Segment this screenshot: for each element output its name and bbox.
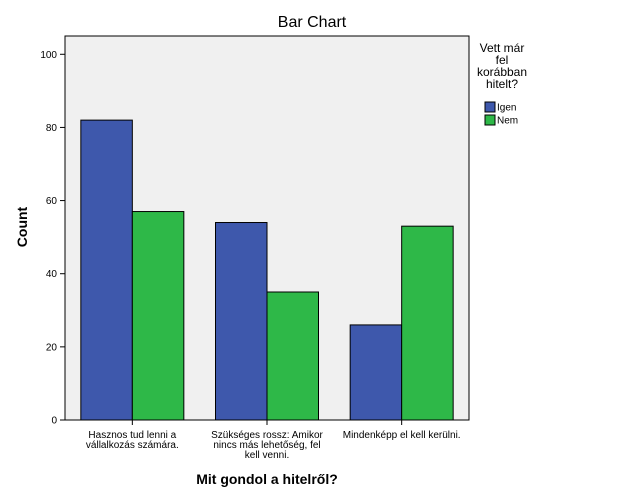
x-category-label: Szükséges rossz: Amikor nincs más lehetős… [211,430,323,461]
y-tick-label: 40 [46,269,58,280]
x-axis: Hasznos tud lenni a vállalkozás számára. S… [86,420,461,461]
bar-nem-2 [266,291,319,421]
y-tick-label: 20 [46,342,58,353]
legend: Vett már fel korábban hitelt? Igen Nem [477,41,527,127]
legend-swatch-nem [484,114,496,126]
legend-label-nem: Nem [497,116,518,127]
bars [80,119,454,421]
legend-swatch-igen [484,101,496,113]
legend-title: Vett már fel korábban hitelt? [477,41,527,91]
bar-igen-2 [215,222,268,421]
y-tick-label: 80 [46,123,58,134]
legend-label-igen: Igen [497,103,516,114]
y-axis-label: Count [14,206,30,247]
y-tick-label: 60 [46,196,58,207]
bar-nem-3 [401,225,454,421]
y-tick-label: 100 [40,50,57,61]
y-axis: 0 20 40 60 80 100 [40,50,65,427]
bar-nem-1 [131,211,185,421]
bar-igen-1 [80,119,133,421]
x-axis-label: Mit gondol a hitelről? [196,471,338,487]
y-tick-label: 0 [51,416,57,427]
x-category-label: Mindenképp el kell kerülni. [343,430,461,441]
x-category-label: Hasznos tud lenni a vállalkozás számára. [86,430,179,451]
bar-igen-3 [349,324,403,421]
chart-title: Bar Chart [278,14,347,31]
